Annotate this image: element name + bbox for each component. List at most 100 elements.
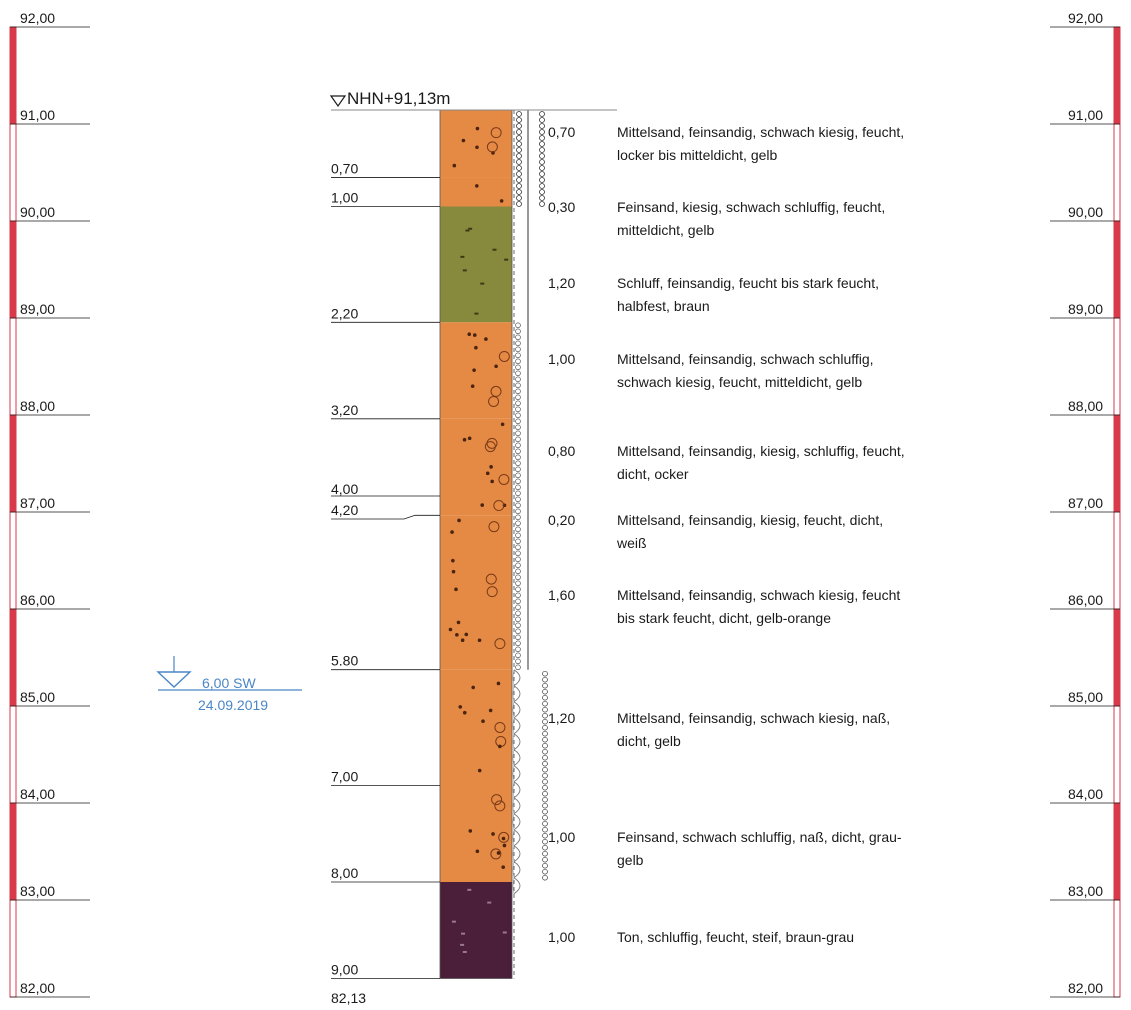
right-scale-segment bbox=[1113, 705, 1121, 804]
filter-bead bbox=[515, 448, 521, 455]
filter-bead bbox=[515, 334, 521, 341]
filter-bead bbox=[542, 742, 548, 749]
left-scale-segment bbox=[9, 511, 17, 610]
right-scale-label: 84,00 bbox=[1068, 786, 1103, 802]
pebble-circle bbox=[488, 521, 500, 533]
filter-bead bbox=[516, 117, 522, 123]
layer-description: Mittelsand, feinsandig, schwach kiesig, … bbox=[617, 124, 904, 163]
gravel-dot bbox=[462, 710, 467, 715]
layer-depth-label: 2,20 bbox=[331, 305, 358, 321]
right-scale-label: 85,00 bbox=[1068, 689, 1103, 705]
filter-bead bbox=[539, 159, 545, 165]
layer-description-line: Mittelsand, feinsandig, schwach kiesig, … bbox=[617, 710, 890, 726]
filter-bead bbox=[542, 706, 548, 713]
filter-bead bbox=[516, 189, 522, 195]
silt-mark bbox=[460, 943, 465, 946]
layer-depth-label: 3,20 bbox=[331, 402, 358, 418]
filter-bead bbox=[539, 129, 545, 135]
layer-description-line: locker bis mitteldicht, gelb bbox=[617, 147, 778, 163]
gravel-dot bbox=[475, 126, 480, 131]
layer-description: Mittelsand, feinsandig, schwach kiesig, … bbox=[617, 587, 900, 626]
left-scale-label: 90,00 bbox=[20, 204, 55, 220]
layer-description: Mittelsand, feinsandig, kiesig, schluffi… bbox=[617, 443, 905, 482]
filter-bead bbox=[515, 610, 521, 617]
right-scale-label: 92,00 bbox=[1068, 10, 1103, 26]
soil-layer bbox=[440, 882, 512, 979]
left-scale-label: 83,00 bbox=[20, 883, 55, 899]
gravel-dot bbox=[448, 627, 453, 632]
layer-description-line: halbfest, braun bbox=[617, 298, 710, 314]
silt-mark bbox=[462, 269, 467, 272]
filter-bead bbox=[542, 868, 548, 875]
gravel-dot bbox=[474, 345, 478, 350]
layer-description: Ton, schluffig, feucht, steif, braun-gra… bbox=[617, 929, 854, 945]
silt-mark bbox=[492, 248, 497, 251]
left-scale-label: 85,00 bbox=[20, 689, 55, 705]
gravel-dot bbox=[461, 138, 466, 143]
screen-slot bbox=[513, 717, 521, 735]
filter-bead bbox=[515, 424, 521, 431]
layer-description-line: mitteldicht, gelb bbox=[617, 222, 714, 238]
gravel-dot bbox=[474, 184, 479, 188]
gravel-dot bbox=[475, 145, 479, 150]
left-scale-label: 91,00 bbox=[20, 107, 55, 123]
filter-bead bbox=[516, 201, 522, 207]
right-scale-segment bbox=[1113, 608, 1121, 707]
filter-bead bbox=[542, 874, 548, 881]
layer-description: Mittelsand, feinsandig, kiesig, feucht, … bbox=[616, 512, 883, 551]
pebble-circle bbox=[486, 141, 498, 153]
filter-bead bbox=[515, 472, 521, 479]
filter-bead bbox=[539, 189, 545, 195]
silt-mark bbox=[451, 920, 456, 923]
filter-bead bbox=[542, 670, 548, 677]
depth-line bbox=[331, 514, 440, 520]
screen-slot bbox=[513, 685, 521, 703]
pebble-circle bbox=[486, 586, 498, 598]
filter-bead bbox=[515, 586, 521, 593]
screen-slot bbox=[512, 685, 515, 702]
layer-thickness-label: 0,70 bbox=[548, 124, 575, 140]
screen-slot bbox=[512, 845, 515, 862]
gravel-dot bbox=[494, 364, 498, 369]
gravel-dot bbox=[501, 836, 506, 841]
layer-descriptions: Mittelsand, feinsandig, schwach kiesig, … bbox=[616, 124, 905, 945]
layer-description: Mittelsand, feinsandig, schwach schluffi… bbox=[617, 351, 874, 390]
left-scale-segment bbox=[9, 123, 17, 222]
gravel-dot bbox=[502, 843, 507, 848]
screen-slot bbox=[513, 877, 521, 895]
gravel-dot bbox=[468, 829, 473, 833]
silt-mark bbox=[502, 931, 507, 934]
filter-bead bbox=[515, 616, 521, 623]
gravel-dot bbox=[451, 569, 456, 574]
screen-slot bbox=[512, 861, 515, 878]
layer-thickness-label: 0,20 bbox=[548, 512, 575, 528]
filter-bead bbox=[542, 766, 548, 773]
pebble-circle bbox=[485, 573, 497, 585]
layer-depth-label: 8,00 bbox=[331, 865, 358, 881]
silt-mark bbox=[460, 255, 465, 258]
filter-bead bbox=[515, 598, 521, 605]
filter-bead bbox=[542, 700, 548, 707]
screen-slot bbox=[513, 861, 521, 879]
well-casing bbox=[512, 110, 548, 979]
screen-slot bbox=[512, 717, 515, 734]
gravel-dot bbox=[467, 332, 472, 336]
filter-bead bbox=[516, 165, 522, 171]
pebble-circle bbox=[491, 794, 503, 806]
filter-bead bbox=[515, 364, 521, 371]
layer-thickness-label: 1,00 bbox=[548, 829, 575, 845]
filter-bead bbox=[542, 730, 548, 737]
layer-description: Schluff, feinsandig, feucht bis stark fe… bbox=[617, 275, 879, 314]
filter-bead bbox=[515, 622, 521, 629]
gravel-dot bbox=[470, 384, 475, 389]
filter-bead bbox=[542, 838, 548, 845]
filter-bead bbox=[515, 556, 521, 563]
screen-slot bbox=[512, 701, 515, 718]
filter-bead bbox=[542, 754, 548, 761]
layer-thickness-label: 1,20 bbox=[548, 710, 575, 726]
silt-mark bbox=[465, 229, 470, 232]
screen-slot bbox=[512, 781, 515, 798]
gravel-dot bbox=[472, 368, 476, 372]
filter-bead bbox=[515, 562, 521, 569]
filter-bead bbox=[516, 153, 522, 159]
